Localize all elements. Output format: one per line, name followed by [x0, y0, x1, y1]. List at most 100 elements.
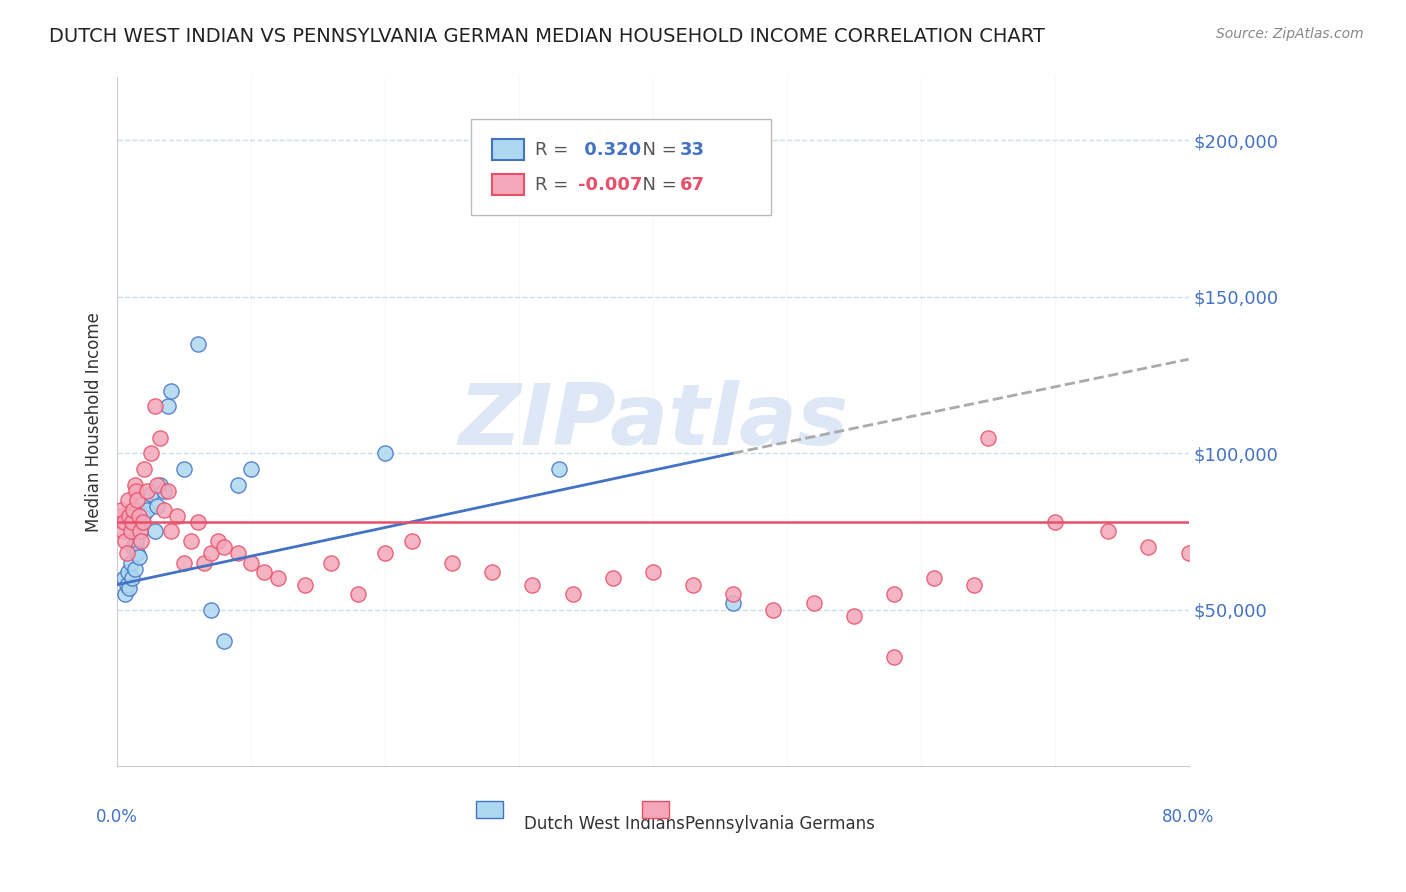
Point — [1137, 540, 1160, 554]
Point — [374, 546, 396, 560]
Point — [1230, 508, 1253, 523]
Point — [117, 565, 139, 579]
Point — [253, 565, 276, 579]
Text: Pennsylvania Germans: Pennsylvania Germans — [685, 814, 875, 832]
Point — [135, 483, 157, 498]
Point — [125, 533, 148, 548]
Point — [347, 587, 370, 601]
Point — [120, 556, 142, 570]
Point — [146, 477, 169, 491]
Text: Source: ZipAtlas.com: Source: ZipAtlas.com — [1216, 27, 1364, 41]
Point — [193, 556, 215, 570]
FancyBboxPatch shape — [492, 139, 524, 160]
Point — [481, 565, 503, 579]
Point — [180, 533, 202, 548]
Point — [159, 524, 181, 539]
Point — [200, 546, 222, 560]
Point — [561, 587, 583, 601]
Point — [127, 493, 149, 508]
Point — [131, 508, 153, 523]
Point — [129, 533, 152, 548]
Point — [159, 384, 181, 398]
Point — [120, 524, 142, 539]
Point — [117, 493, 139, 508]
Text: R =: R = — [536, 142, 574, 160]
Y-axis label: Median Household Income: Median Household Income — [86, 312, 103, 532]
Point — [135, 502, 157, 516]
Point — [641, 565, 664, 579]
Text: N =: N = — [631, 176, 683, 194]
FancyBboxPatch shape — [471, 119, 770, 215]
Point — [294, 578, 316, 592]
Point — [115, 546, 138, 560]
Point — [721, 587, 744, 601]
Point — [132, 493, 155, 508]
Point — [127, 546, 149, 560]
Point — [112, 515, 135, 529]
Point — [125, 483, 148, 498]
Point — [115, 578, 138, 592]
Point — [721, 597, 744, 611]
Point — [173, 556, 195, 570]
Text: 0.0%: 0.0% — [96, 808, 138, 826]
Point — [226, 477, 249, 491]
Point — [401, 533, 423, 548]
Point — [922, 571, 945, 585]
Point — [139, 446, 162, 460]
Point — [110, 502, 132, 516]
FancyBboxPatch shape — [492, 174, 524, 194]
Point — [153, 502, 176, 516]
Point — [118, 581, 141, 595]
Point — [122, 540, 145, 554]
Point — [321, 556, 343, 570]
Point — [112, 571, 135, 585]
Text: R =: R = — [536, 176, 574, 194]
Point — [111, 524, 134, 539]
Point — [200, 603, 222, 617]
Point — [128, 549, 150, 564]
Point — [121, 515, 143, 529]
Point — [682, 578, 704, 592]
Point — [114, 533, 136, 548]
Point — [883, 649, 905, 664]
Point — [166, 508, 188, 523]
FancyBboxPatch shape — [643, 801, 669, 818]
Point — [548, 462, 571, 476]
Point — [1177, 546, 1199, 560]
Point — [374, 446, 396, 460]
Point — [842, 609, 865, 624]
Point — [157, 399, 180, 413]
Point — [207, 533, 229, 548]
Point — [157, 483, 180, 498]
Point — [153, 483, 176, 498]
Point — [762, 603, 785, 617]
Point — [803, 597, 825, 611]
Point — [139, 487, 162, 501]
Point — [118, 508, 141, 523]
Text: ZIPatlas: ZIPatlas — [458, 380, 848, 463]
Point — [108, 508, 131, 523]
Point — [186, 515, 208, 529]
Point — [131, 515, 153, 529]
Text: 80.0%: 80.0% — [1163, 808, 1215, 826]
Text: DUTCH WEST INDIAN VS PENNSYLVANIA GERMAN MEDIAN HOUSEHOLD INCOME CORRELATION CHA: DUTCH WEST INDIAN VS PENNSYLVANIA GERMAN… — [49, 27, 1045, 45]
Point — [976, 431, 998, 445]
Text: Dutch West Indians: Dutch West Indians — [524, 814, 685, 832]
Point — [146, 500, 169, 514]
Point — [129, 515, 152, 529]
Point — [963, 578, 986, 592]
Point — [267, 571, 290, 585]
Point — [124, 477, 146, 491]
Point — [1204, 305, 1226, 319]
Point — [129, 524, 152, 539]
Point — [149, 477, 172, 491]
Point — [129, 524, 152, 539]
Point — [214, 634, 236, 648]
Point — [1043, 515, 1066, 529]
Point — [173, 462, 195, 476]
Point — [143, 399, 166, 413]
Point — [240, 462, 263, 476]
Point — [128, 508, 150, 523]
Point — [240, 556, 263, 570]
Text: -0.007: -0.007 — [578, 176, 643, 194]
